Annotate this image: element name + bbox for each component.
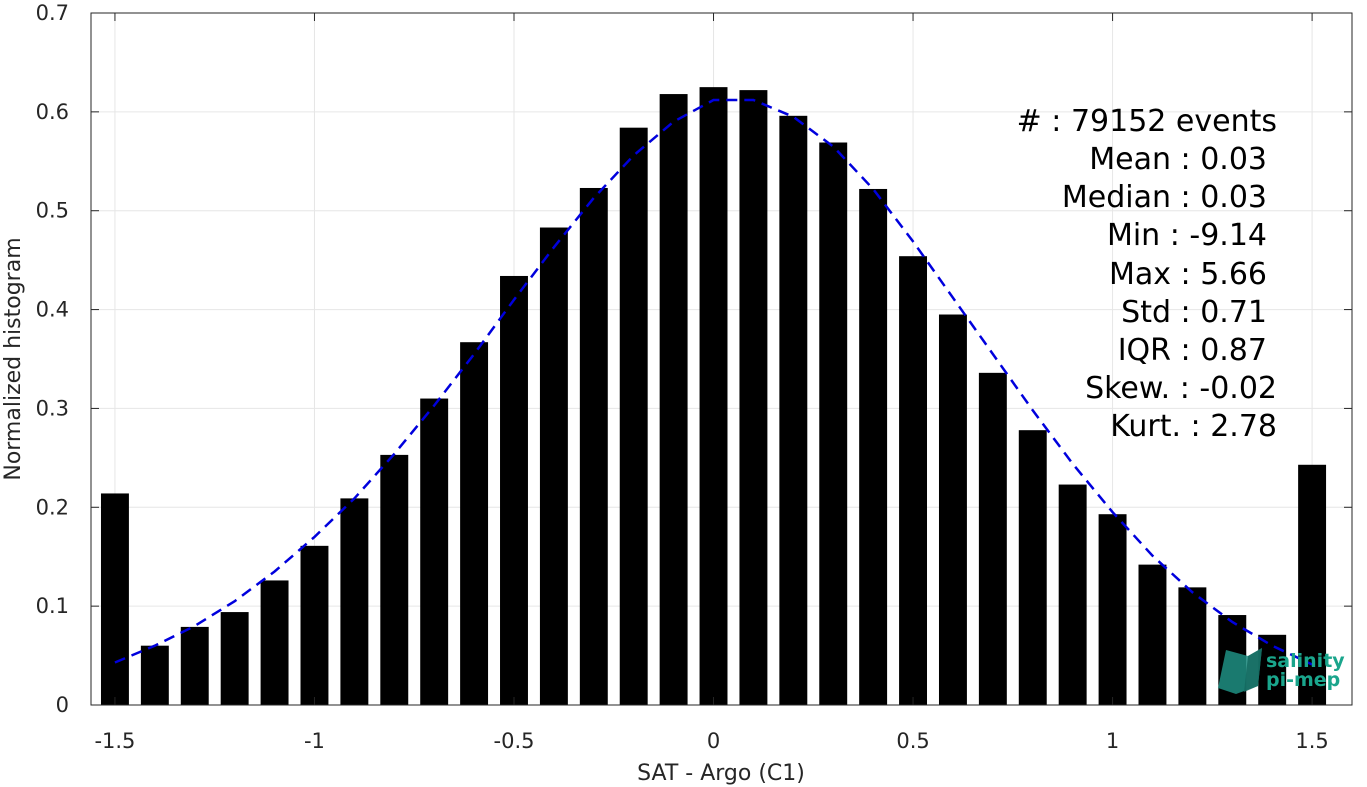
histogram-bar	[1258, 634, 1287, 705]
logo-cube-shade-icon	[1244, 648, 1262, 692]
histogram-bar	[579, 187, 608, 705]
histogram-bar	[978, 372, 1007, 705]
histogram-bar	[380, 454, 409, 705]
x-tick-label: -1.5	[94, 729, 135, 753]
histogram-bar	[460, 342, 489, 705]
axes-frame	[90, 12, 1353, 706]
stats-box: # : 79152 events Mean : 0.03 Median : 0.…	[1017, 104, 1277, 444]
histogram-bar	[1018, 430, 1047, 705]
logo-line1: salinity	[1266, 650, 1345, 672]
x-tick-label: 1.5	[1295, 729, 1328, 753]
histogram-bar	[819, 142, 848, 705]
axes-box	[90, 12, 1353, 706]
x-tick-label: 1	[1106, 729, 1119, 753]
stat-std: Std : 0.71	[1121, 295, 1267, 330]
x-tick-label: -0.5	[494, 729, 535, 753]
histogram-bar	[500, 275, 528, 705]
histogram-bar	[1298, 464, 1327, 705]
histogram-bar	[659, 94, 688, 705]
histogram-bar	[300, 545, 329, 705]
stat-iqr: IQR : 0.87	[1118, 333, 1267, 368]
histogram-bar	[619, 127, 648, 705]
histogram-bar	[420, 398, 449, 705]
x-axis-label: SAT - Argo (C1)	[637, 761, 805, 786]
stat-mean: Mean : 0.03	[1089, 142, 1267, 177]
histogram-bar	[779, 115, 808, 706]
histogram-bar	[1058, 484, 1087, 705]
stat-skew: Skew. : -0.02	[1085, 371, 1277, 406]
x-tick-label: 0.5	[896, 729, 929, 753]
histogram-bars	[100, 87, 1327, 706]
histogram-bar	[180, 626, 209, 705]
stat-count: # : 79152 events	[1017, 104, 1277, 139]
histogram-bar	[699, 87, 728, 705]
gaussian-fit-curve	[114, 98, 1313, 666]
histogram-bar	[739, 90, 768, 705]
histogram-bar	[100, 493, 129, 705]
histogram-bar	[340, 498, 369, 705]
y-tick-label: 0	[56, 693, 69, 717]
y-tick-label: 0.1	[36, 594, 69, 618]
stat-min: Min : -9.14	[1107, 218, 1267, 253]
stat-median: Median : 0.03	[1062, 180, 1267, 215]
y-tick-label: 0.6	[36, 100, 69, 124]
y-tick-label: 0.5	[36, 199, 69, 223]
y-tick-label: 0.3	[36, 396, 69, 420]
histogram-bar	[1178, 587, 1207, 705]
x-tick-label: -1	[304, 729, 325, 753]
histogram-bar	[899, 256, 928, 705]
stat-kurt: Kurt. : 2.78	[1110, 409, 1277, 444]
histogram-bar	[140, 645, 169, 705]
y-axis-ticks: 0 0.1 0.2 0.3 0.4 0.5 0.6 0.7	[36, 1, 1352, 717]
x-tick-label: 0	[707, 729, 720, 753]
y-axis-label: Normalized histogram	[1, 237, 26, 480]
logo-line2: pi-mep	[1266, 669, 1340, 691]
histogram-bar	[1098, 514, 1127, 705]
histogram-bar	[260, 580, 289, 705]
y-tick-label: 0.7	[36, 1, 69, 25]
salinity-pimep-logo: salinity pi-mep	[1218, 648, 1345, 694]
histogram-bar	[539, 227, 568, 705]
y-tick-label: 0.4	[36, 298, 69, 322]
histogram-bar	[220, 612, 249, 705]
histogram-bar	[938, 314, 967, 705]
y-tick-label: 0.2	[36, 495, 69, 519]
histogram-bar	[859, 188, 888, 706]
stat-max: Max : 5.66	[1109, 257, 1267, 292]
x-axis-ticks: -1.5 -1 -0.5 0 0.5 1 1.5	[94, 13, 1329, 753]
histogram-bar	[1138, 564, 1167, 705]
